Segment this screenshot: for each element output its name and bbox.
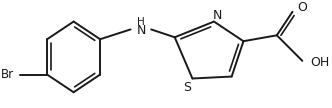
Text: OH: OH — [310, 56, 329, 69]
Text: O: O — [297, 1, 307, 14]
Text: N: N — [213, 9, 223, 22]
Text: N: N — [137, 24, 146, 37]
Text: H: H — [137, 17, 145, 27]
Text: S: S — [184, 81, 192, 94]
Text: Br: Br — [1, 68, 14, 81]
